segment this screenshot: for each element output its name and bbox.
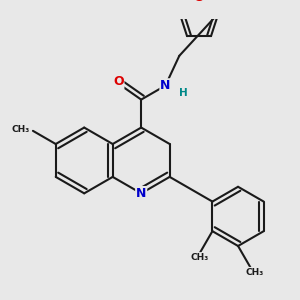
Text: N: N [160, 79, 171, 92]
Text: CH₃: CH₃ [190, 253, 208, 262]
Text: O: O [113, 75, 124, 88]
Text: H: H [179, 88, 188, 98]
Text: CH₃: CH₃ [11, 125, 30, 134]
Text: N: N [136, 187, 146, 200]
Text: CH₃: CH₃ [245, 268, 264, 277]
Text: O: O [194, 0, 204, 4]
